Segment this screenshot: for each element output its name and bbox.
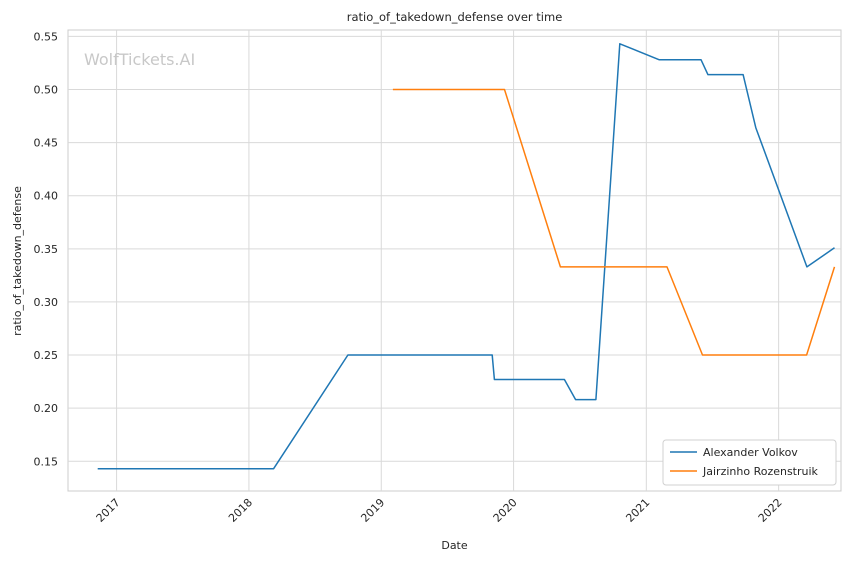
y-tick-label: 0.30 bbox=[34, 296, 59, 309]
y-tick-label: 0.55 bbox=[34, 30, 59, 43]
legend-label: Jairzinho Rozenstruik bbox=[702, 465, 819, 478]
x-tick-label: 2021 bbox=[623, 496, 652, 525]
y-tick-labels: 0.15 0.20 0.25 0.30 0.35 0.40 0.45 0.50 0.55 bbox=[34, 30, 59, 468]
series-layer bbox=[97, 43, 836, 470]
x-tick-label: 2019 bbox=[358, 496, 387, 525]
grid bbox=[68, 30, 841, 491]
y-tick-label: 0.45 bbox=[34, 137, 59, 150]
y-tick-label: 0.40 bbox=[34, 190, 59, 203]
y-tick-label: 0.25 bbox=[34, 349, 59, 362]
legend-label: Alexander Volkov bbox=[703, 446, 798, 459]
x-tick-label: 2020 bbox=[491, 496, 520, 525]
y-tick-label: 0.15 bbox=[34, 455, 59, 468]
y-tick-label: 0.35 bbox=[34, 243, 59, 256]
legend: Alexander Volkov Jairzinho Rozenstruik bbox=[662, 439, 837, 486]
watermark: WolfTickets.AI bbox=[84, 50, 195, 69]
x-tick-label: 2018 bbox=[226, 496, 255, 525]
legend-box bbox=[662, 439, 837, 486]
chart-title: ratio_of_takedown_defense over time bbox=[347, 10, 563, 24]
x-axis-label: Date bbox=[441, 539, 468, 552]
x-tick-label: 2017 bbox=[94, 496, 123, 525]
plot-area bbox=[67, 29, 842, 492]
y-tick-label: 0.20 bbox=[34, 402, 59, 415]
y-axis-label: ratio_of_takedown_defense bbox=[11, 186, 24, 336]
x-tick-label: 2022 bbox=[756, 496, 785, 525]
series-line-1 bbox=[97, 43, 835, 470]
x-tick-labels: 2017 2018 2019 2020 2021 2022 bbox=[94, 496, 785, 525]
series-line-2 bbox=[392, 88, 836, 356]
y-tick-label: 0.50 bbox=[34, 83, 59, 96]
